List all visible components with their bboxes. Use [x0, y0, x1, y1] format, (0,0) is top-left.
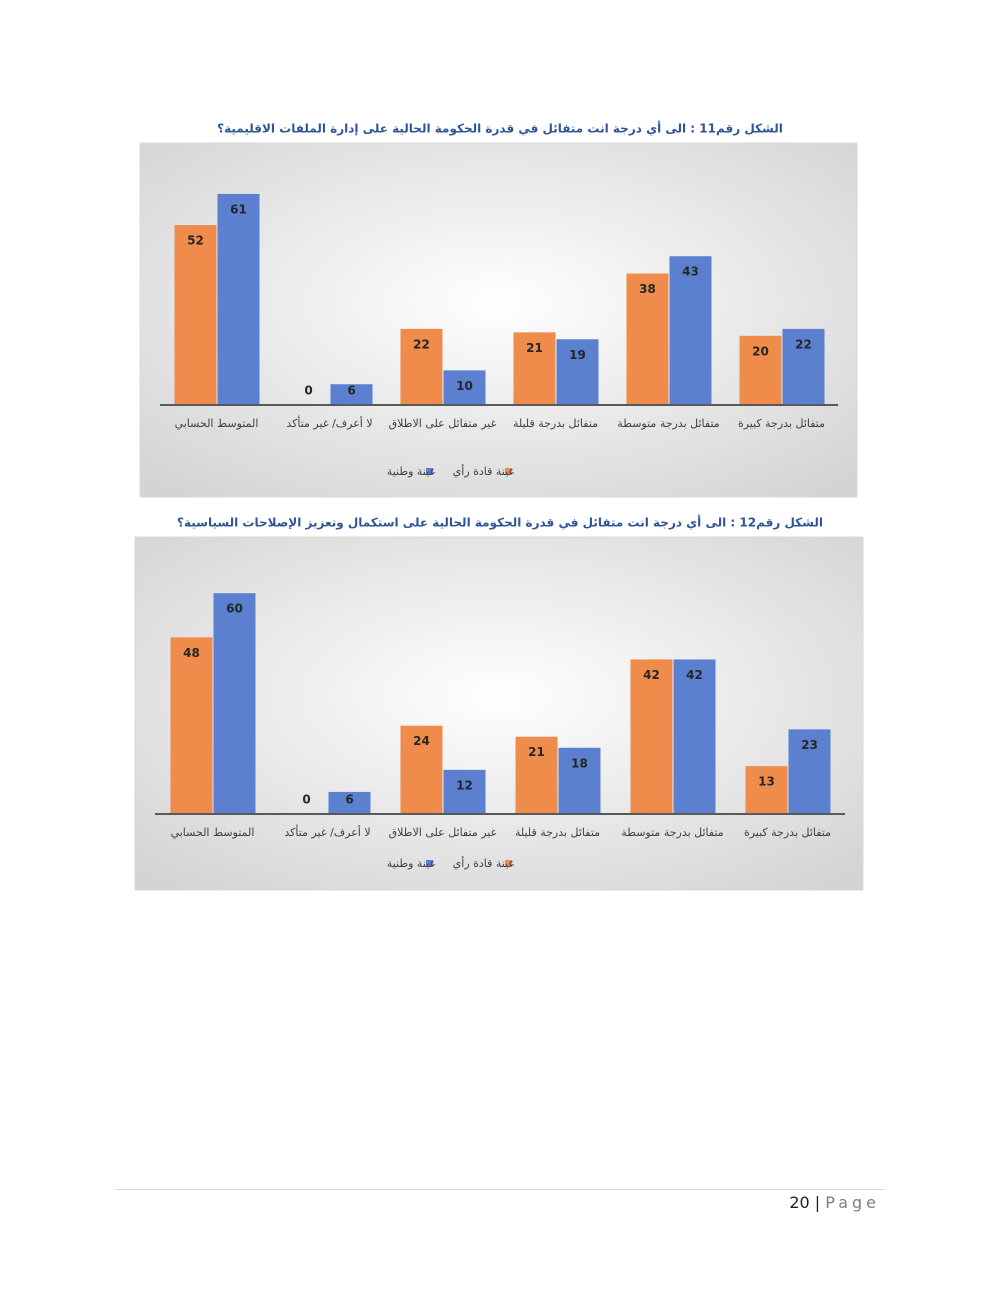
bar	[782, 328, 825, 405]
legend-label: عينة قادة رأي	[453, 464, 515, 478]
x-tick-label: المتوسط الحسابي	[175, 417, 259, 430]
x-tick-label: متفائل بدرجة قليلة	[515, 826, 600, 839]
bar	[443, 769, 486, 814]
bar	[213, 593, 256, 814]
bar	[630, 659, 673, 814]
x-tick-label: غير متفائل على الاطلاق	[389, 417, 497, 430]
x-tick-label: لا أعرف/ غير متأكد	[286, 415, 372, 430]
bar	[673, 659, 716, 814]
bar	[513, 332, 556, 405]
bar	[515, 736, 558, 814]
chart-background	[134, 536, 864, 891]
data-label: 22	[413, 337, 430, 351]
legend-swatch	[426, 860, 433, 867]
footer-rule	[115, 1189, 885, 1190]
legend-label: عينة قادة رأي	[453, 856, 515, 870]
bar	[556, 339, 599, 405]
legend-swatch	[505, 860, 512, 867]
footer: 20 | Page	[789, 1193, 880, 1212]
bar	[443, 370, 486, 405]
data-label: 6	[347, 384, 355, 398]
x-tick-label: المتوسط الحسابي	[171, 826, 255, 839]
legend-label: عينة وطنية	[387, 857, 436, 870]
data-label: 61	[230, 202, 247, 216]
data-label: 0	[304, 384, 312, 398]
chart-title: الشكل رقم12 : الى أي درجة انت متفائل في …	[177, 515, 823, 531]
x-tick-label: لا أعرف/ غير متأكد	[284, 824, 370, 839]
data-label: 42	[686, 668, 703, 682]
data-label: 18	[571, 756, 588, 770]
data-label: 52	[187, 234, 204, 248]
data-label: 23	[801, 738, 818, 752]
data-label: 24	[413, 734, 430, 748]
x-tick-label: متفائل بدرجة كبيرة	[744, 826, 831, 839]
data-label: 42	[643, 668, 660, 682]
data-label: 22	[795, 337, 812, 351]
legend-swatch	[505, 468, 512, 475]
data-label: 0	[302, 793, 310, 807]
data-label: 13	[758, 775, 775, 789]
separator: |	[814, 1193, 821, 1212]
data-label: 6	[345, 793, 353, 807]
data-label: 38	[639, 282, 656, 296]
page-number: 20	[789, 1193, 810, 1212]
data-label: 12	[456, 778, 473, 792]
chart-title: الشكل رقم11 : الى أي درجة انت متفائل في …	[217, 121, 783, 137]
bar	[626, 273, 669, 405]
data-label: 48	[183, 646, 200, 660]
data-label: 20	[752, 344, 769, 358]
bar	[170, 637, 213, 814]
x-tick-label: متفائل بدرجة متوسطة	[617, 417, 719, 430]
data-label: 21	[528, 745, 545, 759]
bar	[739, 335, 782, 405]
x-tick-label: غير متفائل على الاطلاق	[389, 826, 497, 839]
data-label: 19	[569, 348, 586, 362]
charts: الشكل رقم11 : الى أي درجة انت متفائل في …	[134, 121, 864, 891]
bar	[669, 256, 712, 405]
bar	[330, 384, 373, 405]
x-tick-label: متفائل بدرجة متوسطة	[621, 826, 723, 839]
legend-swatch	[426, 468, 433, 475]
bar	[788, 729, 831, 814]
bar	[217, 193, 260, 405]
bar	[558, 747, 601, 814]
x-tick-label: متفائل بدرجة قليلة	[513, 417, 598, 430]
page-label: Page	[825, 1193, 880, 1212]
x-tick-label: متفائل بدرجة كبيرة	[738, 417, 825, 430]
data-label: 60	[226, 602, 243, 616]
data-label: 10	[456, 379, 473, 393]
data-label: 43	[682, 265, 699, 279]
legend-label: عينة وطنية	[387, 465, 436, 478]
bar	[328, 791, 371, 814]
bar	[174, 225, 217, 405]
bar	[745, 766, 788, 814]
bar	[400, 328, 443, 405]
data-label: 21	[526, 341, 543, 355]
bar	[400, 725, 443, 814]
